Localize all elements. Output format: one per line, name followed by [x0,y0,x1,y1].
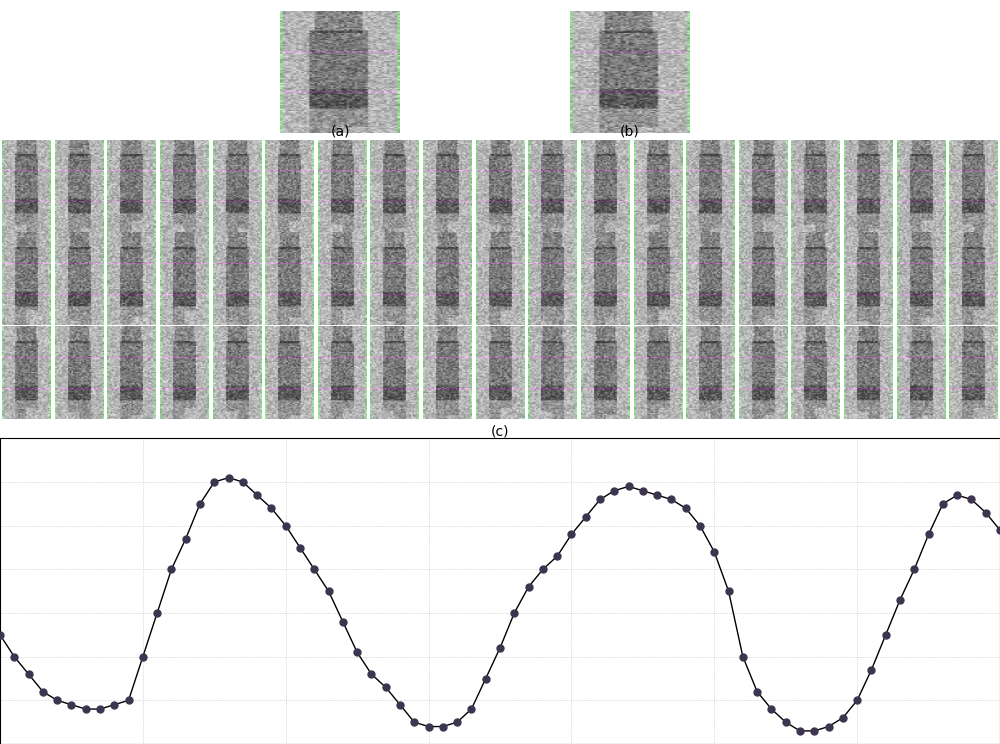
Text: (b): (b) [620,124,640,138]
Point [592,493,608,505]
Point [235,476,251,488]
Point [6,651,22,663]
Point [635,485,651,497]
Point [549,551,565,562]
Point [221,472,237,484]
Point [21,668,37,680]
Point [192,498,208,510]
Point [121,694,137,706]
Point [663,493,679,505]
Point [749,686,765,698]
Point [735,651,751,663]
Point [149,607,165,619]
Point [949,489,965,501]
Point [178,533,194,545]
Point [992,524,1000,536]
Point [892,594,908,606]
Point [263,502,279,514]
Point [935,498,951,510]
Point [292,542,308,554]
Point [763,703,779,715]
Point [163,563,179,575]
Point [492,642,508,654]
Point [621,481,637,493]
Point [821,721,837,733]
Point [478,673,494,684]
Point [335,616,351,628]
Point [921,528,937,540]
Point [321,586,337,597]
Point [306,563,322,575]
Point [0,629,8,641]
Point [649,489,665,501]
Point [692,520,708,532]
Point [363,668,379,680]
Point [806,725,822,737]
Point [906,563,922,575]
Point [963,493,979,505]
Point [721,586,737,597]
Point [506,607,522,619]
Point [49,694,65,706]
Point [435,721,451,733]
Point [421,721,437,733]
Point [835,712,851,724]
Point [778,716,794,728]
Point [706,546,722,558]
Point [521,581,537,593]
Point [135,651,151,663]
Point [678,502,694,514]
Point [863,664,879,676]
Point [606,485,622,497]
Point [249,489,265,501]
Point [463,703,479,715]
Point [63,699,79,711]
Point [378,682,394,693]
Text: (a): (a) [330,124,350,138]
Point [535,563,551,575]
Point [792,725,808,737]
Point [978,507,994,519]
Point [206,476,222,488]
Point [92,703,108,715]
Point [106,699,122,711]
Point [278,520,294,532]
Point [78,703,94,715]
Point [35,686,51,698]
Text: (c): (c) [491,425,509,439]
Point [563,528,579,540]
Point [406,716,422,728]
Point [392,699,408,711]
Point [578,511,594,523]
Point [449,716,465,728]
Point [849,694,865,706]
Point [349,647,365,658]
Point [878,629,894,641]
